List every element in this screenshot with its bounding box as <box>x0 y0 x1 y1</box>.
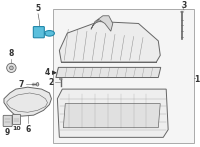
Text: 5: 5 <box>36 4 41 13</box>
Polygon shape <box>57 89 168 137</box>
Ellipse shape <box>181 11 183 13</box>
Ellipse shape <box>7 63 16 72</box>
FancyBboxPatch shape <box>3 115 12 127</box>
Polygon shape <box>4 87 51 116</box>
Ellipse shape <box>60 78 62 80</box>
FancyBboxPatch shape <box>13 114 21 125</box>
Ellipse shape <box>37 82 39 86</box>
Polygon shape <box>56 67 161 77</box>
FancyBboxPatch shape <box>33 27 44 38</box>
Text: 6: 6 <box>25 125 30 134</box>
Polygon shape <box>59 22 160 62</box>
Text: 3: 3 <box>181 1 187 10</box>
Text: 4: 4 <box>44 68 49 77</box>
Polygon shape <box>63 104 160 128</box>
Bar <box>53 9 194 143</box>
Text: 7: 7 <box>18 80 24 89</box>
Text: 2: 2 <box>49 78 54 87</box>
Text: 9: 9 <box>5 128 10 137</box>
Ellipse shape <box>45 31 54 36</box>
Text: 1: 1 <box>194 75 199 84</box>
Text: 8: 8 <box>9 49 14 58</box>
Text: 10: 10 <box>12 126 21 131</box>
Polygon shape <box>91 16 113 31</box>
Ellipse shape <box>9 66 13 70</box>
